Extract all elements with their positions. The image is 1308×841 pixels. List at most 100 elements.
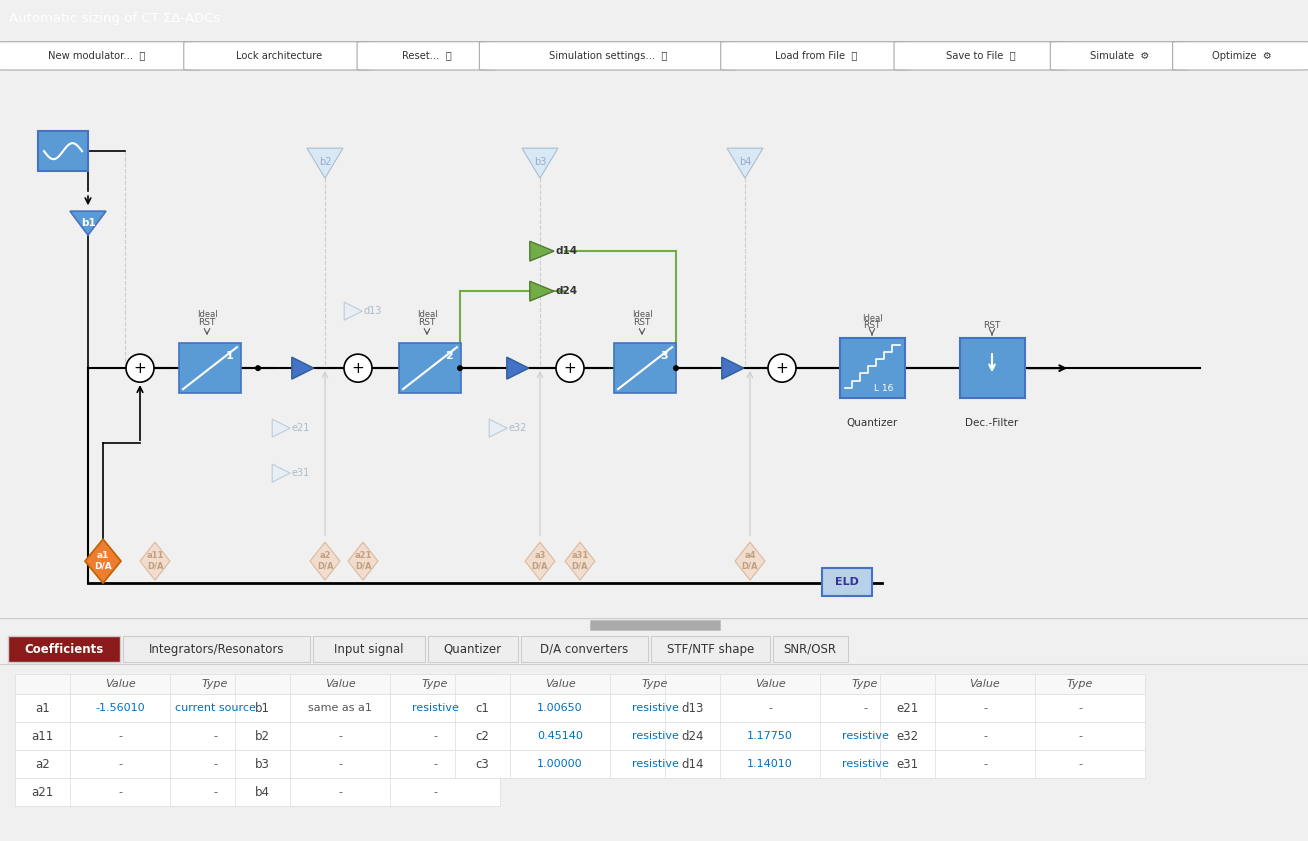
FancyBboxPatch shape xyxy=(721,42,910,70)
Text: -: - xyxy=(118,787,122,797)
Text: -: - xyxy=(118,731,122,741)
Text: Value: Value xyxy=(105,679,135,689)
Text: a21: a21 xyxy=(31,785,54,799)
FancyBboxPatch shape xyxy=(840,338,905,398)
Polygon shape xyxy=(489,419,508,437)
FancyBboxPatch shape xyxy=(895,42,1067,70)
FancyBboxPatch shape xyxy=(880,750,1144,778)
Text: Value: Value xyxy=(969,679,1001,689)
FancyBboxPatch shape xyxy=(14,674,280,694)
FancyBboxPatch shape xyxy=(235,694,500,722)
FancyBboxPatch shape xyxy=(590,620,719,630)
Text: Type: Type xyxy=(1067,679,1093,689)
Text: b3: b3 xyxy=(255,758,269,770)
Text: 1.00650: 1.00650 xyxy=(538,703,583,713)
FancyBboxPatch shape xyxy=(183,42,374,70)
Text: -: - xyxy=(1078,703,1082,713)
Polygon shape xyxy=(292,357,314,379)
Text: Load from File  ⧉: Load from File ⧉ xyxy=(774,50,857,61)
FancyBboxPatch shape xyxy=(0,42,201,70)
Text: RST: RST xyxy=(633,318,650,327)
Text: e32: e32 xyxy=(508,423,527,433)
Text: -: - xyxy=(337,787,341,797)
Polygon shape xyxy=(310,542,340,580)
Text: d24: d24 xyxy=(555,286,577,296)
Text: -: - xyxy=(213,787,217,797)
FancyBboxPatch shape xyxy=(664,722,930,750)
Text: 1: 1 xyxy=(225,352,233,361)
FancyBboxPatch shape xyxy=(613,343,676,393)
FancyBboxPatch shape xyxy=(521,636,647,662)
FancyBboxPatch shape xyxy=(960,338,1025,398)
Text: e31: e31 xyxy=(292,468,310,479)
Text: b1: b1 xyxy=(81,218,95,228)
Text: Type: Type xyxy=(852,679,878,689)
Text: resistive: resistive xyxy=(412,703,458,713)
Text: e21: e21 xyxy=(896,701,918,715)
Text: +: + xyxy=(776,361,789,376)
FancyBboxPatch shape xyxy=(1172,42,1308,70)
FancyBboxPatch shape xyxy=(428,636,518,662)
Text: -: - xyxy=(118,759,122,769)
Text: b2: b2 xyxy=(255,729,269,743)
Text: -: - xyxy=(213,731,217,741)
FancyBboxPatch shape xyxy=(14,778,280,806)
Text: +: + xyxy=(564,361,577,376)
FancyBboxPatch shape xyxy=(179,343,241,393)
Text: Value: Value xyxy=(324,679,356,689)
Text: Type: Type xyxy=(642,679,668,689)
FancyBboxPatch shape xyxy=(880,674,1144,694)
FancyBboxPatch shape xyxy=(123,636,310,662)
FancyBboxPatch shape xyxy=(480,42,738,70)
FancyBboxPatch shape xyxy=(664,674,930,694)
Text: 1.14010: 1.14010 xyxy=(747,759,793,769)
Text: Ideal: Ideal xyxy=(417,310,437,319)
Text: a11
D/A: a11 D/A xyxy=(146,552,164,571)
Text: -: - xyxy=(337,731,341,741)
Text: resistive: resistive xyxy=(841,731,888,741)
FancyBboxPatch shape xyxy=(357,42,497,70)
Text: Optimize  ⚙: Optimize ⚙ xyxy=(1213,50,1273,61)
Text: -: - xyxy=(984,731,988,741)
Text: RST: RST xyxy=(199,318,216,327)
FancyBboxPatch shape xyxy=(664,750,930,778)
Text: current source: current source xyxy=(174,703,255,713)
FancyBboxPatch shape xyxy=(1050,42,1190,70)
Polygon shape xyxy=(530,281,555,301)
Polygon shape xyxy=(348,542,378,580)
FancyBboxPatch shape xyxy=(821,569,872,596)
FancyBboxPatch shape xyxy=(14,750,280,778)
Text: -1.56010: -1.56010 xyxy=(95,703,145,713)
Circle shape xyxy=(556,354,583,382)
Text: 3: 3 xyxy=(661,352,668,361)
Text: a4
D/A: a4 D/A xyxy=(742,552,759,571)
Polygon shape xyxy=(522,148,559,178)
Text: +: + xyxy=(133,361,146,376)
Text: Type: Type xyxy=(421,679,449,689)
Text: a31
D/A: a31 D/A xyxy=(572,552,589,571)
Text: -: - xyxy=(863,703,867,713)
Text: Coefficients: Coefficients xyxy=(25,643,103,656)
FancyBboxPatch shape xyxy=(455,722,719,750)
Text: resistive: resistive xyxy=(632,759,679,769)
Text: Quantizer: Quantizer xyxy=(846,418,897,428)
Circle shape xyxy=(456,365,463,371)
FancyBboxPatch shape xyxy=(773,636,848,662)
Text: e31: e31 xyxy=(896,758,918,770)
Text: d14: d14 xyxy=(681,758,704,770)
Text: 1.00000: 1.00000 xyxy=(538,759,583,769)
Text: 1.17750: 1.17750 xyxy=(747,731,793,741)
Polygon shape xyxy=(530,241,555,261)
Text: -: - xyxy=(984,759,988,769)
FancyBboxPatch shape xyxy=(235,750,500,778)
Text: a2
D/A: a2 D/A xyxy=(317,552,334,571)
Text: -: - xyxy=(984,703,988,713)
Polygon shape xyxy=(506,357,528,379)
Text: c3: c3 xyxy=(476,758,489,770)
Text: a1
D/A: a1 D/A xyxy=(94,552,112,571)
Text: a11: a11 xyxy=(31,729,54,743)
Text: Automatic sizing of CT ΣΔ-ADCs: Automatic sizing of CT ΣΔ-ADCs xyxy=(9,13,221,25)
Text: a3
D/A: a3 D/A xyxy=(532,552,548,571)
Polygon shape xyxy=(735,542,765,580)
Text: 2: 2 xyxy=(445,352,453,361)
